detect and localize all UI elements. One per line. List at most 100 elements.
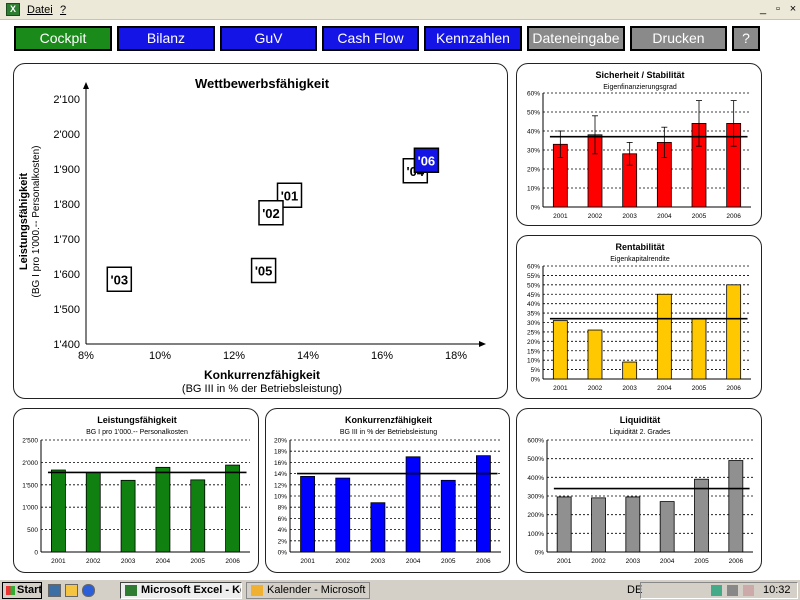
y-tick-label: 100% — [527, 531, 544, 538]
tray-app-icon[interactable] — [711, 585, 722, 596]
y-tick-label: 600% — [527, 438, 544, 445]
language-indicator[interactable]: DE — [627, 584, 643, 596]
close-button[interactable]: × — [789, 3, 797, 15]
bar — [476, 455, 491, 553]
y-tick-label: 1'400 — [53, 339, 80, 351]
panel-sicherheit: Sicherheit / Stabilität Eigenfinanzierung… — [516, 63, 762, 226]
menu-help[interactable]: ? — [60, 4, 67, 16]
clock[interactable]: 10:32 — [763, 584, 791, 596]
y-tick-label: 0% — [535, 550, 545, 557]
data-point-marker — [276, 182, 303, 208]
x-tick-label: 2002 — [588, 385, 603, 392]
y-tick-label: 50% — [527, 282, 540, 289]
menu-datei[interactable]: Datei — [27, 4, 53, 16]
y-tick-label: 2'500 — [22, 438, 38, 445]
outlook-quick-icon[interactable] — [65, 584, 78, 597]
bar-chart-rentabilitaet: Rentabilität Eigenkapitalrendite 0% 5% 10% 15… — [527, 242, 751, 392]
chart-subtitle: Eigenfinanzierungsgrad — [603, 84, 677, 91]
bar — [370, 502, 386, 553]
excel-app-icon[interactable]: X — [6, 3, 20, 16]
start-button[interactable]: Start — [2, 582, 42, 599]
nav-dateneingabe[interactable]: Dateneingabe — [527, 26, 625, 51]
nav-bilanz[interactable]: Bilanz — [117, 26, 215, 51]
y-tick-label: 20% — [527, 167, 540, 174]
panel-konkurrenz: Konkurrenzfähigkeit BG III in % der Betri… — [265, 408, 510, 573]
nav-cash-flow[interactable]: Cash Flow — [322, 26, 419, 51]
y-tick-label: 16% — [274, 460, 287, 467]
data-point-marker — [106, 266, 133, 292]
scatter-chart-wettbewerb: Wettbewerbsfähigkeit 8% 10% 12% 14% 16% 18% 1'4… — [18, 76, 486, 395]
x-tick-label: 12% — [223, 350, 245, 362]
bar-chart-konkurrenz: Konkurrenzfähigkeit BG III in % der Betri… — [274, 415, 501, 565]
y-tick-label: 0% — [278, 550, 288, 557]
bar — [300, 476, 315, 553]
taskbar-outlook[interactable]: Kalender - Microsoft Out... — [246, 582, 370, 599]
x-tick-label: 2002 — [86, 558, 101, 565]
bar — [656, 293, 672, 380]
chart-subtitle: BG I pro 1'000.-- Personalkosten — [86, 429, 188, 436]
chart-title: Konkurrenzfähigkeit — [345, 415, 432, 425]
data-point-label: '03 — [111, 272, 129, 287]
x-tick-label: 2004 — [657, 213, 672, 220]
bar — [85, 472, 101, 553]
bar — [51, 469, 66, 553]
windows-logo-icon — [6, 586, 15, 595]
x-tick-label: 2001 — [51, 558, 66, 565]
desktop-icon[interactable] — [48, 584, 61, 597]
x-tick-label: 10% — [149, 350, 171, 362]
taskbar-outlook-label: Kalender - Microsoft Out... — [267, 584, 369, 596]
y-tick-label: 55% — [527, 273, 540, 280]
data-point: '02 — [258, 200, 284, 226]
x-tick-label: 14% — [297, 350, 319, 362]
y-tick-label: 18% — [274, 449, 287, 456]
panel-wettbewerb: Wettbewerbsfähigkeit 8% 10% 12% 14% 16% 18% 1'4… — [13, 63, 508, 399]
bar — [726, 284, 742, 380]
nav-kennzahlen[interactable]: Kennzahlen — [424, 26, 522, 51]
x-tick-label: 2003 — [121, 558, 136, 565]
bar — [622, 361, 638, 380]
x-tick-label: 2005 — [692, 385, 707, 392]
restore-button[interactable]: ▫ — [776, 3, 780, 15]
y-tick-label: 10% — [527, 358, 540, 365]
excel-icon — [125, 585, 137, 596]
y-tick-label: 2% — [278, 538, 288, 545]
panel-rentabilitaet: Rentabilität Eigenkapitalrendite 0% 5% 10% 15… — [516, 235, 762, 399]
y-tick-label: 0% — [531, 205, 541, 212]
x-tick-label: 2006 — [225, 558, 240, 565]
nav-help[interactable]: ? — [732, 26, 760, 51]
minimize-button[interactable]: _ — [759, 3, 767, 15]
data-point: '01 — [276, 182, 303, 208]
network-icon[interactable] — [727, 585, 738, 596]
y-axis-label: Leistungsfähigkeit — [18, 173, 30, 271]
browser-quick-icon[interactable] — [82, 584, 95, 597]
x-tick-label: 2005 — [694, 558, 709, 565]
data-point-marker — [258, 200, 284, 226]
menu-bar: X Datei ? _ ▫ × — [0, 0, 800, 20]
volume-icon[interactable] — [743, 585, 754, 596]
data-point-label: '06 — [418, 153, 436, 168]
panel-liquiditaet: Liquidität Liquidität 2. Grades 0% 100% 200%… — [516, 408, 762, 573]
x-tick-label: 2003 — [622, 213, 637, 220]
y-tick-label: 60% — [527, 264, 540, 271]
taskbar-excel[interactable]: Microsoft Excel - Ken... — [120, 582, 242, 599]
nav-cockpit[interactable]: Cockpit — [14, 26, 112, 51]
x-tick-label: 2005 — [191, 558, 206, 565]
y-tick-label: 1'500 — [53, 304, 80, 316]
y-tick-label: 25% — [527, 329, 540, 336]
nav-drucken[interactable]: Drucken — [630, 26, 727, 51]
y-tick-label: 30% — [527, 148, 540, 155]
data-point-label: '05 — [255, 264, 273, 279]
y-tick-label: 1'600 — [53, 269, 80, 281]
nav-guv[interactable]: GuV — [220, 26, 317, 51]
x-tick-label: 2004 — [406, 558, 421, 565]
y-tick-label: 15% — [527, 348, 540, 355]
taskbar-excel-label: Microsoft Excel - Ken... — [141, 584, 241, 596]
y-tick-label: 14% — [274, 471, 287, 478]
x-tick-label: 18% — [445, 350, 467, 362]
x-tick-label: 2004 — [660, 558, 675, 565]
bar-chart-liquiditaet: Liquidität Liquidität 2. Grades 0% 100% 200%… — [527, 415, 753, 565]
y-tick-label: 60% — [527, 91, 540, 98]
x-tick-label: 16% — [371, 350, 393, 362]
start-label: Start — [17, 584, 43, 596]
y-tick-label: 1'800 — [53, 199, 80, 211]
